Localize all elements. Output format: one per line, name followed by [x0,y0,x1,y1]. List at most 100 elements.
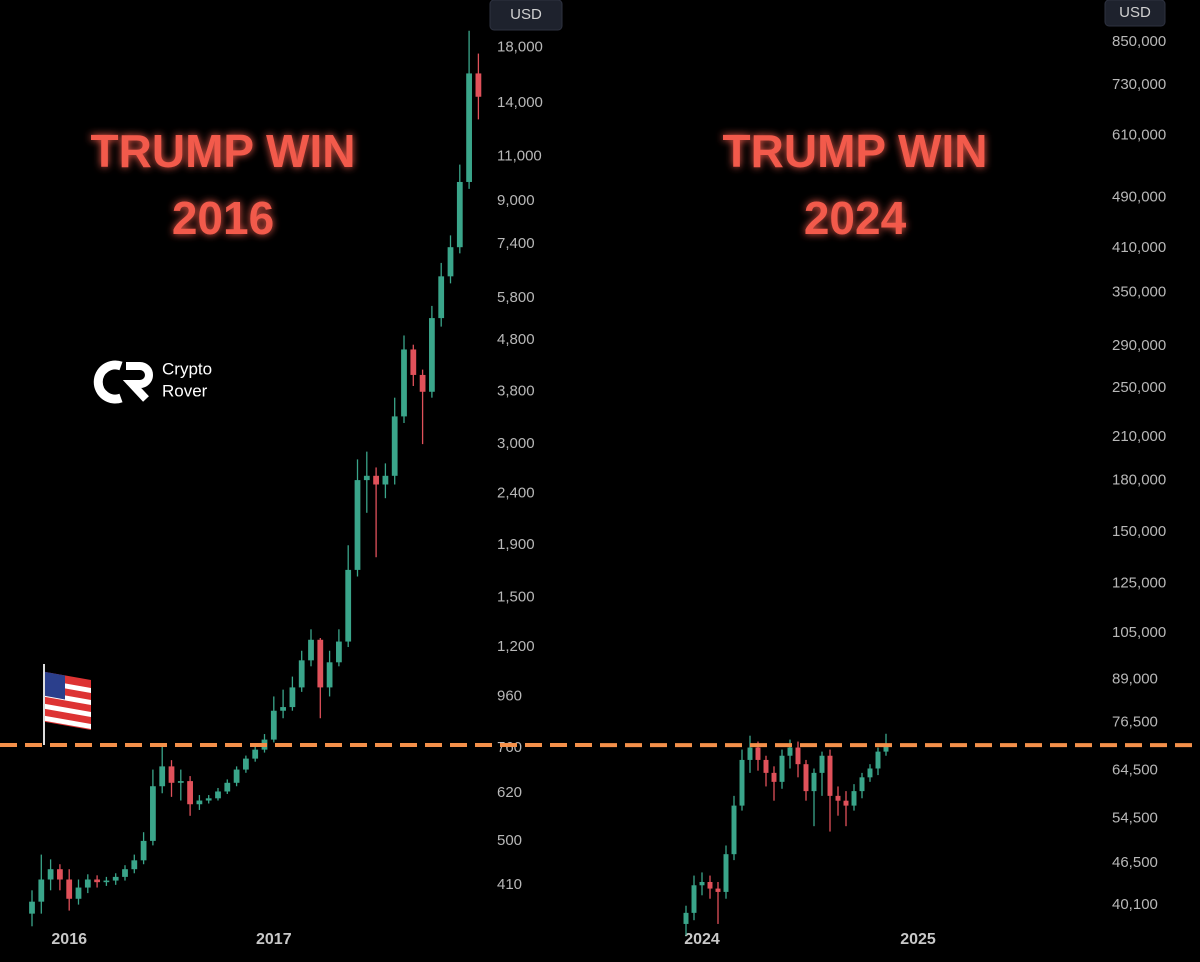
y-tick-label: 14,000 [497,94,543,111]
candle-body [196,800,203,805]
unit-label: USD [1119,4,1151,21]
candle-body [475,73,482,97]
x-tick-label: 2024 [684,931,720,948]
candle-body [739,759,745,806]
candle-body [795,747,801,765]
candle-body [391,416,398,476]
y-tick-label: 1,200 [497,638,535,655]
y-tick-label: 125,000 [1112,575,1166,592]
candle-body [38,879,45,902]
y-tick-label: 3,000 [497,435,535,452]
flag [43,664,91,745]
y-tick-label: 490,000 [1112,189,1166,206]
y-tick-label: 54,500 [1112,809,1158,826]
candle-body [308,639,314,661]
y-tick-label: 64,500 [1112,762,1158,779]
y-tick-label: 40,100 [1112,896,1158,913]
y-tick-label: 410,000 [1112,239,1166,256]
y-tick-label: 290,000 [1112,337,1166,354]
candle-body [363,475,370,481]
candle-body [401,349,407,417]
logo: Crypto Rover [93,359,212,404]
y-tick-label: 850,000 [1112,33,1166,50]
y-tick-label: 620 [497,784,522,801]
candle-body [819,755,825,773]
candle-body [723,854,729,892]
candle-body [867,768,873,778]
candle-body [84,879,91,888]
y-tick-label: 89,000 [1112,671,1158,688]
candle-body [811,772,817,792]
watermark-text: Crypto [162,359,212,378]
y-tick-label: 150,000 [1112,523,1166,540]
candle-body [803,764,809,792]
candle-body [779,755,785,782]
candle-body [456,181,463,248]
candle-body [875,751,881,769]
candle-body [168,766,175,783]
candle-body [122,869,128,877]
y-tick-label: 11,000 [497,147,542,164]
watermark-text: Rover [162,381,208,400]
y-tick-label: 500 [497,832,522,849]
y-tick-label: 46,500 [1112,854,1158,871]
candle-body [66,879,73,899]
x-tick-label: 2025 [900,931,936,948]
candle-body [731,805,737,855]
candle-body [429,318,435,392]
candle-body [410,349,417,375]
candle-body [373,475,379,485]
candle-body [466,73,472,182]
candle-body [94,879,100,883]
candle-body [140,840,147,861]
y-tick-label: 760 [497,739,522,756]
candle-body [280,707,286,711]
candle-body [354,480,361,570]
candle-body [187,781,193,805]
candle-body [47,869,54,880]
unit-box [1104,0,1166,27]
candle-body [270,710,277,740]
candle-body [215,791,221,799]
candle-body [159,766,166,787]
candle-body [177,781,184,783]
candle-body [747,747,753,760]
candle-body [252,749,259,759]
candle-body [707,881,713,889]
y-tick-label: 730,000 [1112,76,1166,93]
candle-body [298,660,305,688]
y-tick-label: 4,800 [497,331,535,348]
candle-body [336,641,342,663]
chart-title: TRUMP WIN [723,125,988,177]
candle-body [715,888,721,892]
candle-body [683,912,689,924]
unit-box [489,0,563,31]
y-tick-label: 1,900 [497,536,535,553]
y-tick-label: 210,000 [1112,428,1166,445]
candle-body [103,880,110,883]
candle-body [699,881,705,886]
y-tick-label: 5,800 [497,289,535,306]
candle-body [787,747,793,756]
candle-body [859,777,865,792]
candle-body [233,769,240,783]
chart-subtitle: 2016 [172,192,274,244]
y-tick-label: 410 [497,876,522,893]
candle-body [843,800,849,806]
candle-body [835,795,841,801]
candle-body [382,475,389,485]
candle-body [691,885,697,913]
y-tick-label: 3,800 [497,383,535,400]
y-tick-label: 610,000 [1112,127,1166,144]
candle-body [827,755,833,796]
y-tick-label: 7,400 [497,235,535,252]
y-tick-label: 9,000 [497,192,535,209]
y-tick-label: 180,000 [1112,472,1166,489]
candle-body [150,786,156,841]
y-tick-label: 105,000 [1112,624,1166,641]
candle-body [29,901,35,914]
candle-body [224,782,231,792]
candle-body [131,860,138,870]
unit-label: USD [510,6,542,23]
